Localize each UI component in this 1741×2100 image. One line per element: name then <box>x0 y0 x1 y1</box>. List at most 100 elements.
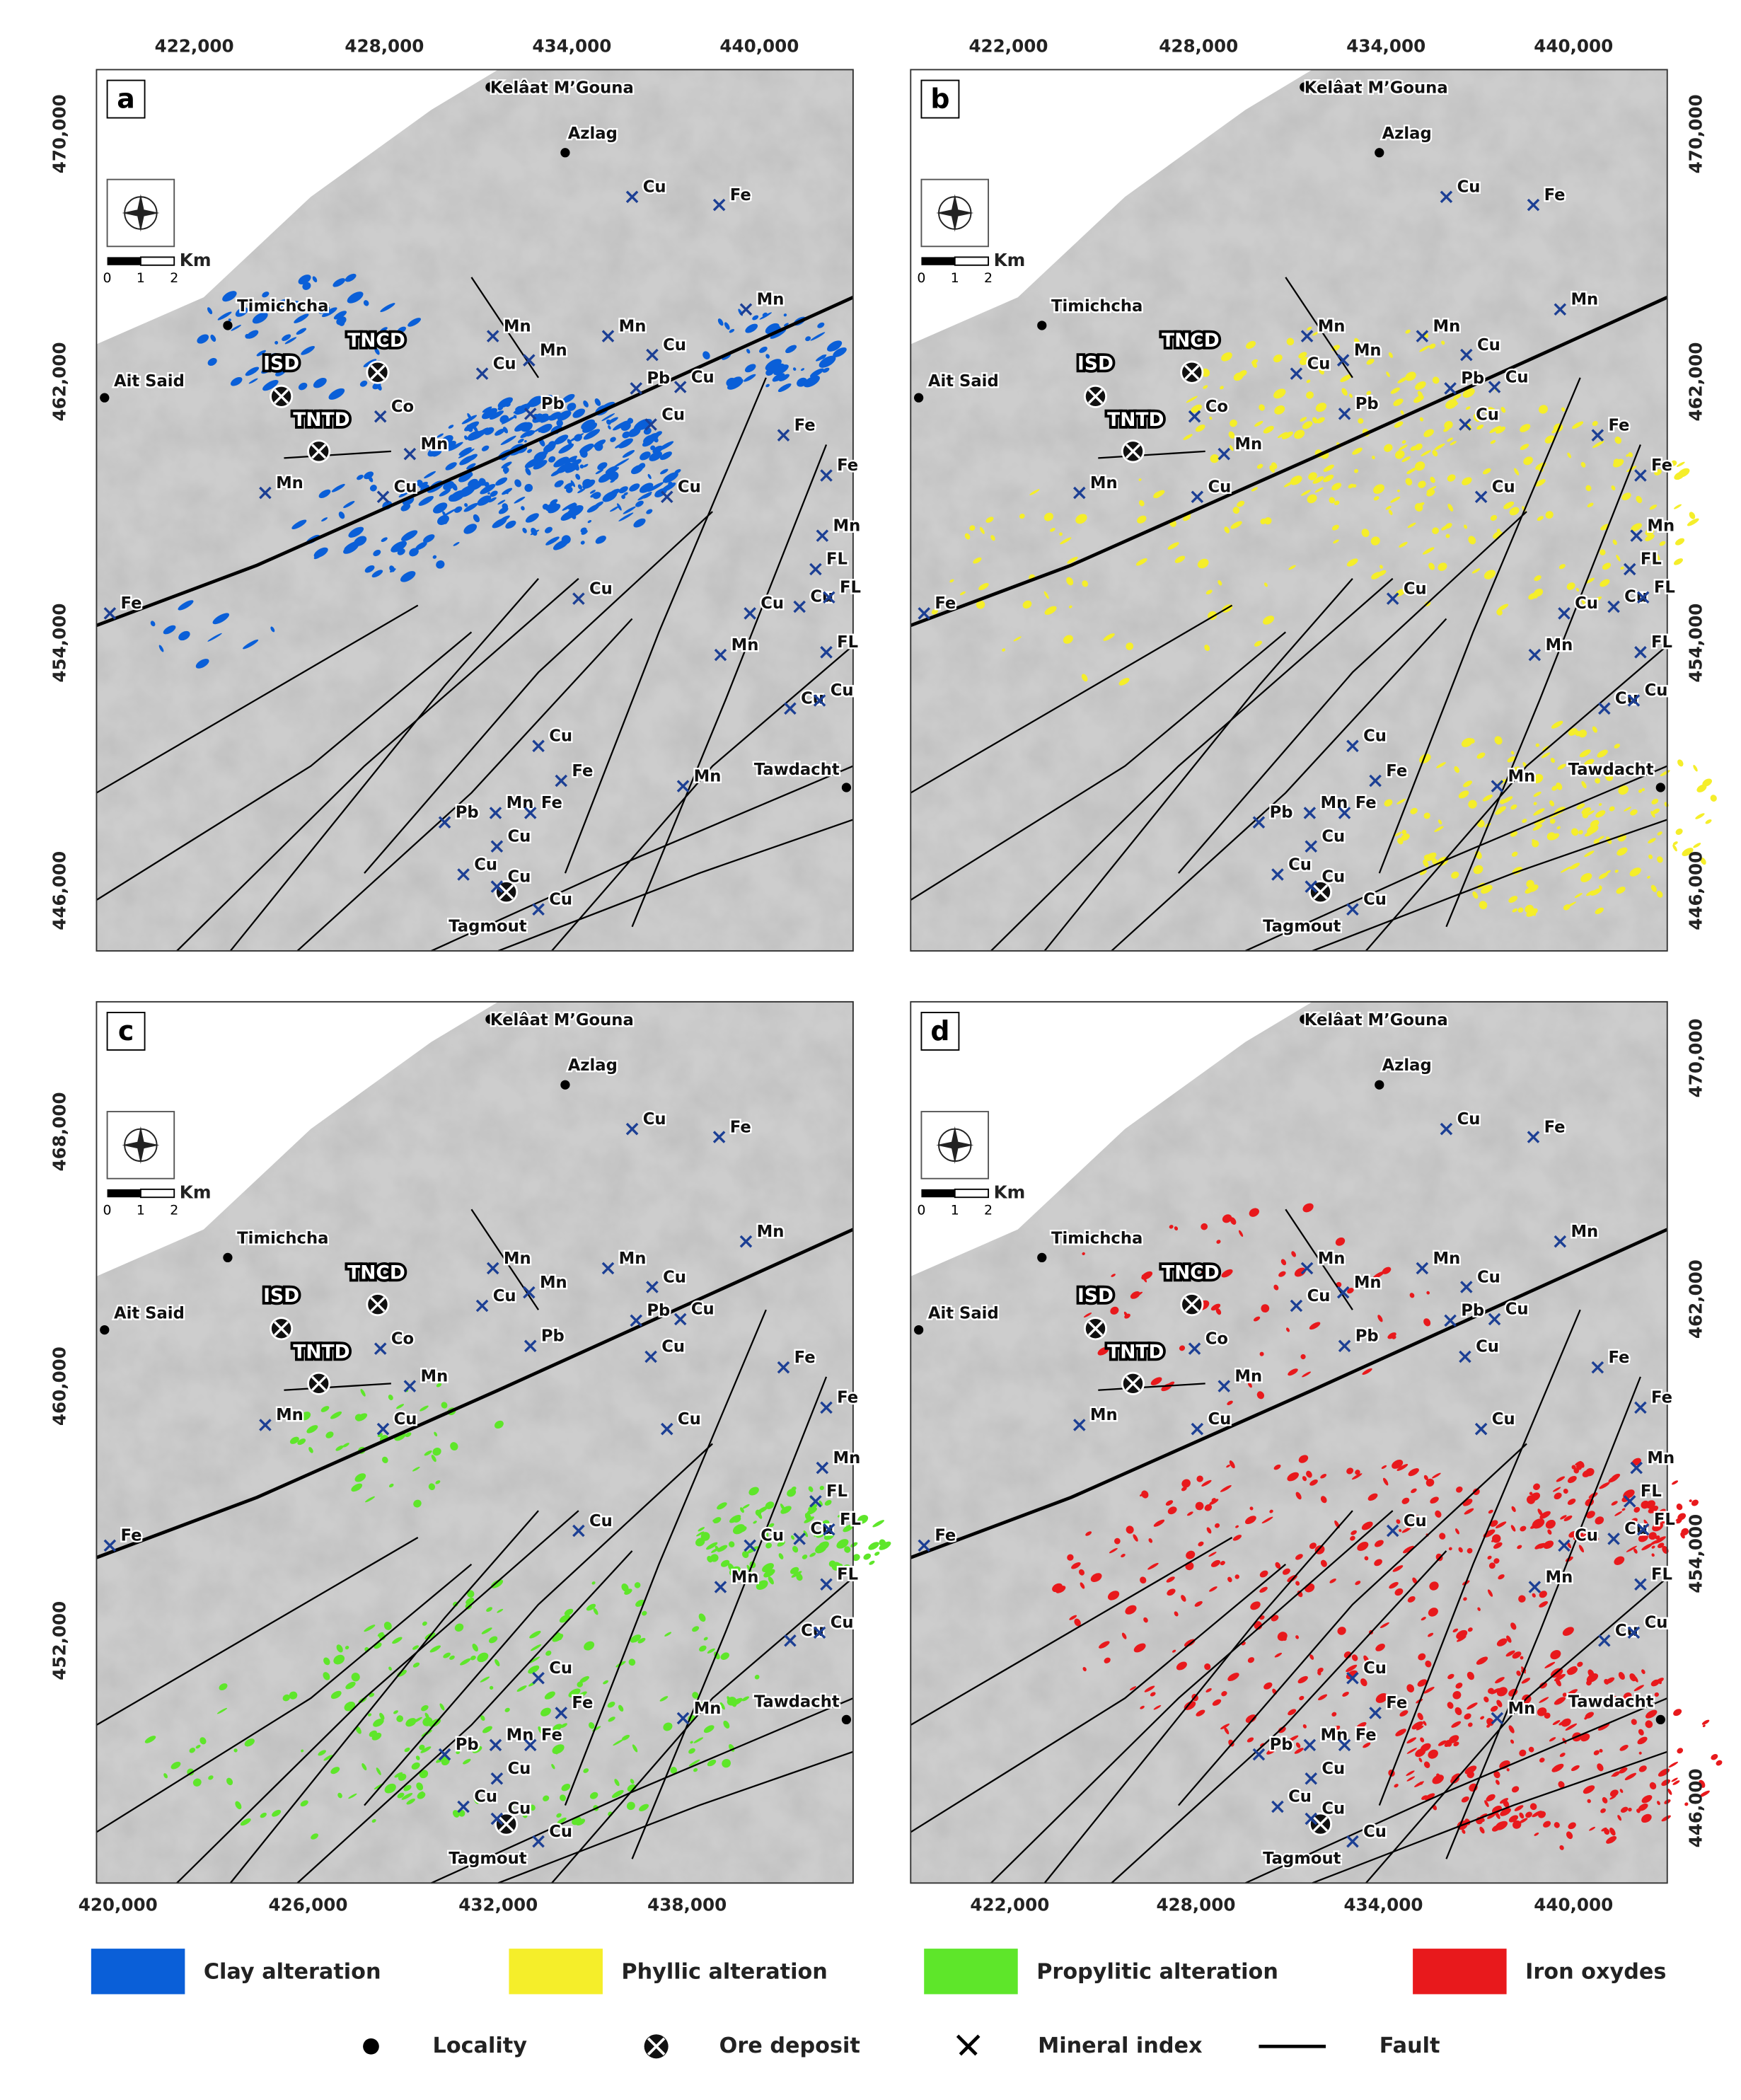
alteration-patch <box>1357 1542 1369 1551</box>
alteration-patch <box>1366 391 1372 396</box>
alteration-patch <box>443 508 457 517</box>
alteration-patch <box>345 273 357 282</box>
alteration-patch <box>1227 1673 1239 1681</box>
alteration-patch <box>1421 1617 1426 1621</box>
alteration-patch <box>1428 1608 1438 1617</box>
mineral-index <box>1488 381 1501 393</box>
fault <box>551 1576 854 1884</box>
alteration-patch <box>466 463 476 470</box>
alteration-patch <box>1371 572 1382 579</box>
mineral-index <box>523 354 536 367</box>
alteration-patch <box>419 1744 425 1750</box>
alteration-patch <box>1432 449 1438 457</box>
mineral-index <box>1338 408 1351 420</box>
alteration-patch <box>1539 1758 1545 1763</box>
fault <box>431 765 854 952</box>
alteration-patch <box>1537 516 1544 521</box>
alteration-patch <box>1434 826 1444 832</box>
alteration-patch <box>473 1797 479 1804</box>
alteration-patch <box>1390 496 1401 503</box>
mineral-label: Fe <box>121 1527 142 1545</box>
alteration-patch <box>1346 1467 1354 1475</box>
alteration-patch <box>487 492 490 495</box>
alteration-patch <box>556 1813 562 1818</box>
alteration-patch <box>1230 521 1242 529</box>
alteration-patch <box>649 451 662 461</box>
alteration-patch <box>1657 831 1662 836</box>
alteration-patch <box>521 422 533 432</box>
alteration-patch <box>1606 1836 1617 1844</box>
mineral-label: FL <box>837 1566 858 1584</box>
alteration-patch <box>976 600 985 609</box>
alteration-patch <box>765 354 770 359</box>
alteration-patch <box>1492 1806 1502 1814</box>
alteration-patch <box>1570 862 1580 870</box>
alteration-patch <box>1220 1561 1225 1566</box>
mineral-label: Cu <box>760 594 784 613</box>
alteration-patch <box>531 1644 542 1651</box>
mineral-index <box>673 381 687 393</box>
alteration-patch <box>1517 1545 1522 1550</box>
alteration-patch <box>1522 819 1527 824</box>
alteration-patch <box>662 472 678 483</box>
alteration-patch <box>1288 1368 1298 1376</box>
alteration-patch <box>1454 1707 1462 1716</box>
mineral-index <box>1346 739 1359 753</box>
alteration-patch <box>1587 1669 1595 1678</box>
scale-tick: 0 <box>917 1203 925 1218</box>
mineral-label: Fe <box>837 456 858 475</box>
alteration-patch <box>1374 1540 1384 1547</box>
alteration-patch <box>1693 765 1698 772</box>
alteration-patch <box>1295 1635 1299 1639</box>
ore-deposit-cross <box>311 1375 327 1391</box>
alteration-patch <box>1677 1513 1687 1521</box>
alteration-patch <box>1532 773 1544 784</box>
alteration-patch <box>460 1658 471 1666</box>
alteration-patch <box>1496 1687 1508 1697</box>
alteration-patch <box>1080 1582 1085 1589</box>
mineral-label: Fe <box>935 1527 956 1545</box>
alteration-patch <box>470 480 484 490</box>
alteration-patch <box>1487 1813 1496 1819</box>
alteration-patch <box>1350 1530 1357 1535</box>
alteration-patch <box>393 1710 398 1714</box>
alteration-patch <box>1702 778 1712 787</box>
mineral-label: Pb <box>647 369 670 388</box>
alteration-patch <box>583 429 601 440</box>
alteration-patch <box>1510 751 1515 755</box>
alteration-patch <box>424 1450 432 1456</box>
alteration-patch <box>1541 752 1551 758</box>
mineral-index <box>1252 1748 1266 1761</box>
mineral-label: Mn <box>1090 1406 1118 1424</box>
fault <box>96 604 419 794</box>
alteration-patch <box>1419 870 1427 875</box>
alteration-patch <box>1355 1581 1361 1586</box>
alteration-patch <box>525 468 531 475</box>
alteration-patch <box>1239 370 1247 377</box>
alteration-patch <box>486 1607 493 1612</box>
alteration-patch <box>810 332 826 341</box>
mineral-label: Mn <box>1508 767 1536 785</box>
deposit-label: ISD <box>1077 352 1114 374</box>
alteration-patch <box>1699 1779 1706 1788</box>
alteration-patch <box>412 1466 420 1472</box>
alteration-patch <box>618 438 633 449</box>
alteration-patch <box>1263 1682 1273 1690</box>
alteration-patch <box>418 495 434 506</box>
alteration-patch <box>778 1553 784 1559</box>
ore-deposit-cross <box>1184 364 1200 380</box>
alteration-patch <box>1551 1763 1564 1772</box>
y-tick-label: 454,000 <box>1685 1514 1706 1593</box>
alteration-patch <box>1422 547 1435 555</box>
alteration-patch <box>428 1483 436 1491</box>
alteration-patch <box>1534 575 1542 582</box>
alteration-patch <box>1438 562 1447 571</box>
mineral-label: Pb <box>456 1736 479 1754</box>
mineral-index <box>1290 367 1303 380</box>
alteration-patch <box>1500 407 1506 413</box>
alteration-patch <box>1114 1538 1121 1545</box>
alteration-patch <box>1506 1767 1510 1772</box>
mineral-index <box>739 1235 753 1248</box>
alteration-patch <box>1565 1723 1578 1731</box>
alteration-patch <box>298 382 308 391</box>
